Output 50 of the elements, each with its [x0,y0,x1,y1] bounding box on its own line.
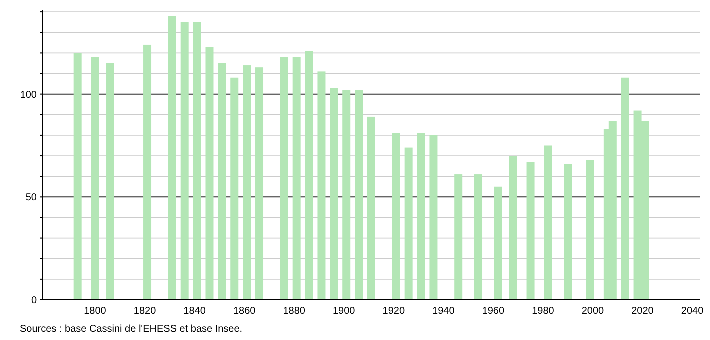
x-tick-label: 2000 [582,306,605,317]
bar [417,133,426,300]
bar [318,72,326,300]
bar [230,78,239,300]
bar [243,66,252,300]
bar [368,116,376,300]
bar [474,174,483,300]
bar [494,186,502,300]
bar [544,146,552,300]
x-tick-label: 1940 [432,306,456,317]
bar [355,90,364,300]
x-tick-label: 1820 [134,306,157,317]
x-tick-label: 1800 [84,306,107,317]
bar [342,90,351,300]
bar [106,63,114,300]
source-note: Sources : base Cassini de l'EHESS et base Insee. [20,324,243,335]
bar [91,57,100,300]
bar [509,156,518,300]
bar [586,160,594,300]
bar [330,88,338,300]
bar [454,174,463,300]
bar [430,135,438,300]
bar [280,57,288,300]
bar [526,162,535,300]
x-tick-label: 1920 [382,306,406,317]
bar [404,148,413,300]
bar [218,63,226,300]
bar [564,164,572,300]
bar [305,51,314,300]
bar [144,44,152,300]
bar [180,22,189,300]
bar [74,53,82,300]
x-tick-label: 1980 [532,306,555,317]
y-tick-label: 100 [20,90,38,101]
x-tick-label: 1900 [333,306,356,317]
bar [168,16,176,300]
x-tick-label: 1860 [233,306,256,317]
x-tick-label: 1880 [283,306,306,317]
x-tick-label: 2040 [681,306,704,317]
bar [206,47,214,300]
x-tick-label: 2020 [632,306,654,317]
bar [292,57,301,300]
y-tick-label: 0 [31,296,38,306]
y-tick-label: 50 [26,192,38,204]
x-tick-label: 1960 [482,306,506,317]
bar [392,133,400,300]
x-tick-label: 1840 [184,306,206,317]
bar [256,68,264,300]
bar [193,22,202,300]
bar [621,78,630,300]
